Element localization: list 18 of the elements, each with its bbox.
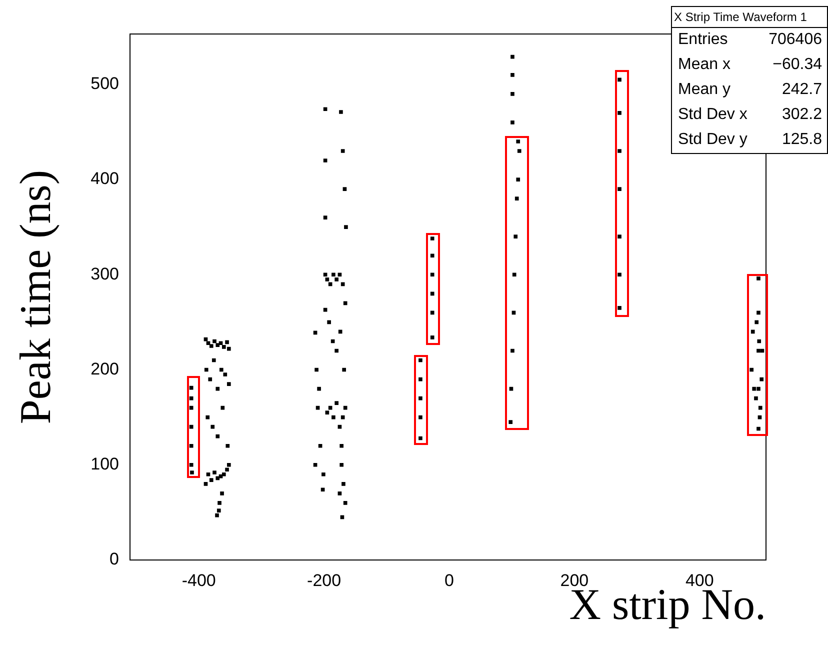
chart-title: X Strip Time Waveform 1: [672, 7, 827, 28]
text: Mean y 242.7: [678, 81, 822, 98]
y-tick-label: 300: [90, 264, 119, 284]
y-tick-label: 0: [110, 550, 119, 569]
text: Entries 706406: [678, 31, 822, 48]
text: Mean x −60.34: [678, 56, 822, 73]
y-tick-label: 200: [90, 359, 119, 378]
y-axis-title: Peak time (ns): [10, 170, 60, 424]
x-tick-label: 200: [560, 570, 589, 590]
y-tick-label: 100: [90, 454, 119, 474]
text: Std Dev x 302.2: [678, 106, 822, 123]
x-tick-label: -400: [182, 570, 216, 590]
y-tick-label: 500: [90, 74, 119, 94]
y-tick-label: 400: [90, 169, 119, 188]
x-tick-label: 0: [444, 570, 454, 590]
text: Std Dev y 125.8: [678, 131, 822, 148]
x-tick-label: 400: [685, 570, 714, 590]
x-tick-label: -200: [307, 570, 342, 590]
